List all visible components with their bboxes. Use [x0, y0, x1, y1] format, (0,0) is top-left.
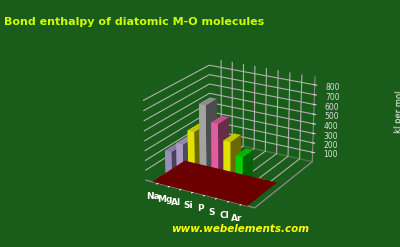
- Text: Bond enthalpy of diatomic M-O molecules: Bond enthalpy of diatomic M-O molecules: [4, 17, 264, 27]
- Text: www.webelements.com: www.webelements.com: [171, 224, 309, 234]
